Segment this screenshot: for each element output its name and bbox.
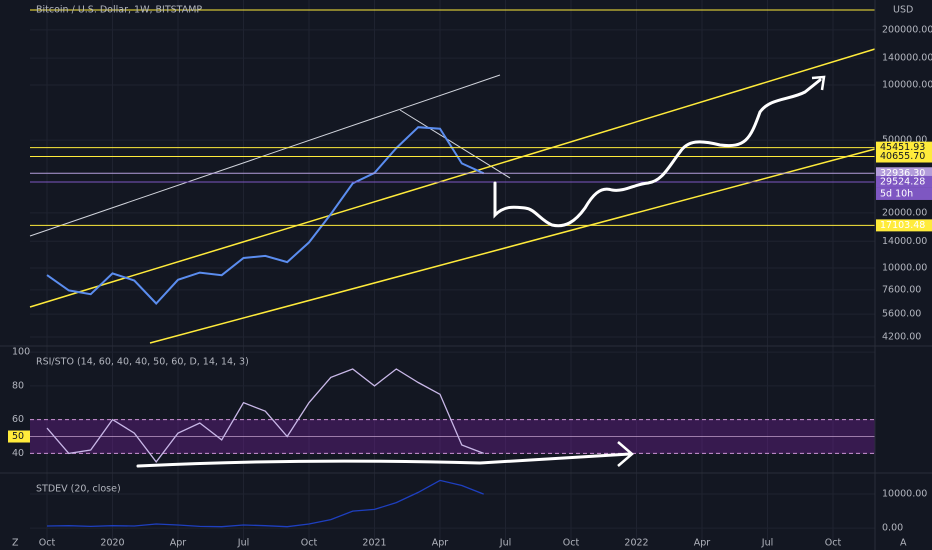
trend-line (29, 74, 501, 237)
countdown-label: 5d 10h (880, 188, 913, 199)
x-tick-label: Apr (432, 538, 449, 549)
midline-label: 50 (12, 431, 24, 442)
y-tick-label: 50000.00 (882, 135, 927, 146)
rsi-drawing (136, 452, 632, 468)
indicator-title: STDEV (20, close) (36, 484, 121, 495)
x-tick-label: 2020 (100, 538, 124, 549)
y-tick-label: 20000.00 (882, 207, 927, 218)
x-tick-label: 2022 (624, 538, 648, 549)
y-tick-label: 7600.00 (882, 284, 921, 295)
countdown-tag (876, 187, 932, 200)
level-label: 40655.70 (880, 151, 925, 162)
x-tick-label: Apr (170, 538, 187, 549)
y-tick-label: 0.00 (882, 523, 903, 534)
y-tick-label: 10000.00 (882, 489, 927, 500)
level-tag (876, 175, 932, 188)
x-tick-label: Jul (499, 538, 511, 549)
series-line (46, 368, 484, 463)
x-tick-label: Oct (301, 538, 318, 549)
forecast-arrowhead (811, 75, 826, 91)
y-tick-label: 4200.00 (882, 332, 921, 343)
x-tick-label: Oct (825, 538, 842, 549)
midline-tag (8, 430, 30, 443)
indicator-title: RSI/STO (14, 60, 40, 40, 50, 60, D, 14, … (36, 357, 249, 368)
level-label: 17103.48 (880, 220, 925, 231)
level-tag (876, 219, 932, 232)
y-tick-label: 10000.00 (882, 263, 927, 274)
y-tick-label: 140000.00 (882, 53, 932, 64)
plot: Oct 2020 Apr Jul Oct 2021 Apr Jul Oct 2022 Apr Jul O… (8, 24, 932, 549)
icon-label[interactable]: A (900, 538, 907, 549)
x-tick-label: Jul (237, 538, 249, 549)
x-tick-label: Oct (563, 538, 580, 549)
y-tick-label: 200000.00 (882, 24, 932, 35)
y-tick-label: 60 (12, 414, 24, 425)
series-line (46, 126, 485, 305)
y-tick-label: 80 (12, 380, 24, 391)
channel-line (149, 148, 876, 344)
y-tick-label: 100 (12, 347, 30, 358)
icon-label[interactable]: Z (12, 538, 19, 549)
chart-title: Bitcoin / U.S. Dollar, 1W, BITSTAMP (36, 5, 202, 16)
y-tick-label: 40 (12, 448, 24, 459)
level-label: 45451.93 (880, 142, 925, 153)
y-tick-label: 14000.00 (882, 236, 927, 247)
x-tick-label: Apr (694, 538, 711, 549)
y-tick-label: 100000.00 (882, 79, 932, 90)
level-label: 29524.28 (880, 176, 925, 187)
level-label: 32936.30 (880, 168, 925, 179)
rsi-arrowhead (617, 441, 634, 467)
x-tick-label: Jul (761, 538, 773, 549)
level-tag (876, 150, 932, 163)
x-tick-label: Oct (39, 538, 56, 549)
forecast-drawing (493, 78, 822, 228)
currency-label: USD (893, 5, 913, 16)
channel-line (29, 48, 876, 308)
series-line (46, 479, 484, 528)
y-tick-label: 5600.00 (882, 309, 921, 320)
x-tick-label: 2021 (362, 538, 386, 549)
